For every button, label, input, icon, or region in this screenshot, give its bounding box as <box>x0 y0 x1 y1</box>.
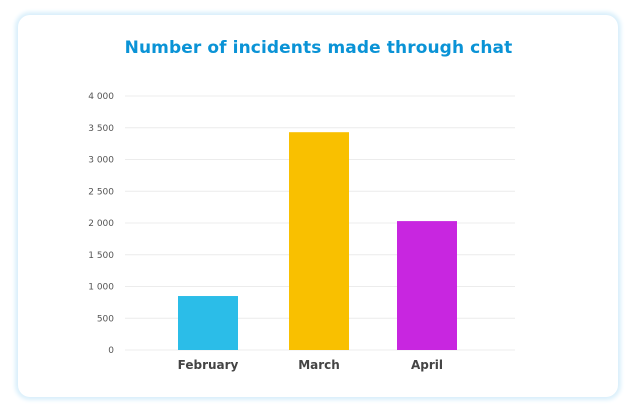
x-tick-label: April <box>411 358 443 372</box>
chart-title: Number of incidents made through chat <box>124 38 513 58</box>
y-tick-label: 3 000 <box>88 156 114 166</box>
y-tick-label: 3 500 <box>88 124 114 134</box>
y-tick-label: 500 <box>97 314 114 324</box>
y-tick-label: 2 500 <box>88 187 114 197</box>
y-tick-label: 4 000 <box>88 92 114 102</box>
bar-february <box>178 296 238 350</box>
y-tick-label: 0 <box>108 346 114 356</box>
bar-april <box>397 221 457 350</box>
y-tick-label: 2 000 <box>88 219 114 229</box>
y-tick-label: 1 000 <box>88 283 114 293</box>
bar-march <box>289 132 349 350</box>
x-tick-label: February <box>178 358 239 372</box>
y-tick-label: 1 500 <box>88 251 114 261</box>
x-tick-label: March <box>298 358 340 372</box>
